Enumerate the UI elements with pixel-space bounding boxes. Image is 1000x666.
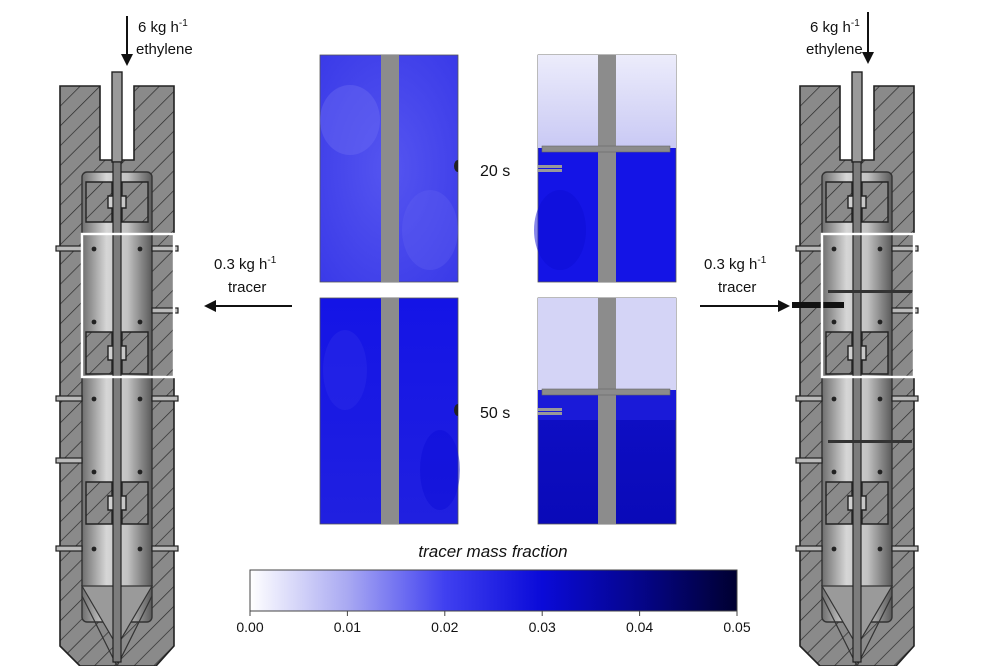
colorbar-gradient [249, 569, 738, 612]
time-label-20s: 20 s [480, 163, 510, 180]
left-ethylene-inlet: 6 kg h-1 ethylene [121, 16, 193, 66]
left-tracer-inlet: 0.3 kg h-1 tracer [204, 255, 292, 312]
colorbar-title: tracer mass fraction [418, 542, 567, 561]
left-ethylene-label: ethylene [136, 41, 193, 58]
left-reactor [55, 71, 179, 666]
cfd-panel-right-20s [534, 54, 677, 283]
time-label-50s: 50 s [480, 405, 510, 422]
colorbar-tick-label: 0.00 [236, 619, 263, 635]
colorbar-tick-label: 0.03 [529, 619, 556, 635]
cfd-panel-right-50s [537, 297, 677, 525]
left-tracer-label: tracer [228, 279, 266, 296]
colorbar: tracer mass fraction 0.00 0.01 0.02 0.03 0.0… [236, 542, 750, 635]
left-ethylene-flow-label: 6 kg h-1 [138, 18, 188, 36]
right-tracer-inlet: 0.3 kg h-1 tracer [700, 255, 790, 312]
right-tracer-label: tracer [718, 279, 756, 296]
colorbar-tick-label: 0.04 [626, 619, 653, 635]
colorbar-tick-label: 0.05 [723, 619, 750, 635]
right-ethylene-inlet: 6 kg h-1 ethylene [806, 12, 874, 64]
cfd-panel-left-50s [319, 297, 460, 525]
right-ethylene-label: ethylene [806, 41, 863, 58]
right-tracer-injector [792, 302, 844, 308]
right-ethylene-flow-label: 6 kg h-1 [810, 18, 860, 36]
colorbar-ticks: 0.00 0.01 0.02 0.03 0.04 0.05 [236, 611, 751, 635]
left-highlight-box [80, 232, 176, 379]
colorbar-tick-label: 0.01 [334, 619, 361, 635]
cfd-panel-left-20s [319, 54, 459, 283]
right-highlight-box [820, 232, 916, 379]
left-tracer-flow-label: 0.3 kg h-1 [214, 255, 277, 273]
right-tracer-flow-label: 0.3 kg h-1 [704, 255, 767, 273]
colorbar-tick-label: 0.02 [431, 619, 458, 635]
right-reactor [792, 71, 919, 666]
